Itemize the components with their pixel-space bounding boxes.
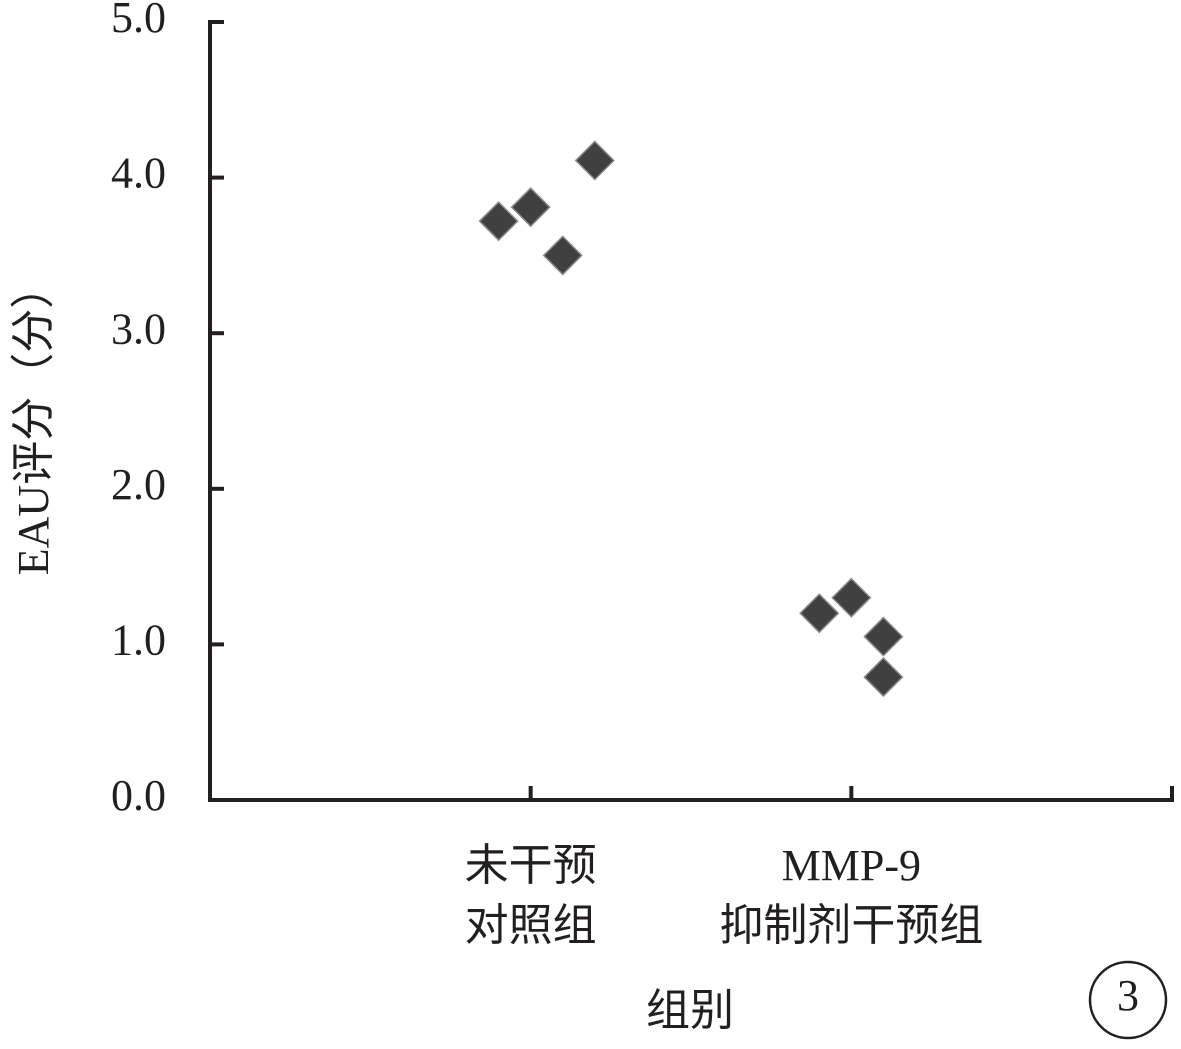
y-tick-label: 3.0 — [111, 304, 166, 353]
x-tick-label: 未干预 — [465, 841, 597, 890]
y-tick-label: 2.0 — [111, 460, 166, 509]
data-point — [831, 577, 872, 618]
x-axis-label: 组别 — [646, 986, 734, 1035]
data-point — [478, 201, 519, 242]
data-point — [799, 593, 840, 634]
data-point — [542, 235, 583, 276]
x-tick-label: MMP-9 — [782, 841, 921, 890]
y-tick-label: 5.0 — [111, 0, 166, 42]
y-tick-label: 4.0 — [111, 149, 166, 198]
y-axis-label: EAU评分（分） — [9, 265, 58, 575]
x-tick-label: 抑制剂干预组 — [719, 901, 983, 950]
data-point — [510, 187, 551, 228]
data-point — [863, 616, 904, 657]
y-tick-label: 0.0 — [111, 771, 166, 820]
y-tick-label: 1.0 — [111, 615, 166, 664]
panel-label: 3 — [1117, 971, 1139, 1020]
data-point — [574, 140, 615, 181]
data-point — [863, 657, 904, 698]
panel-circle — [1088, 960, 1168, 1040]
x-tick-label: 对照组 — [465, 901, 597, 950]
